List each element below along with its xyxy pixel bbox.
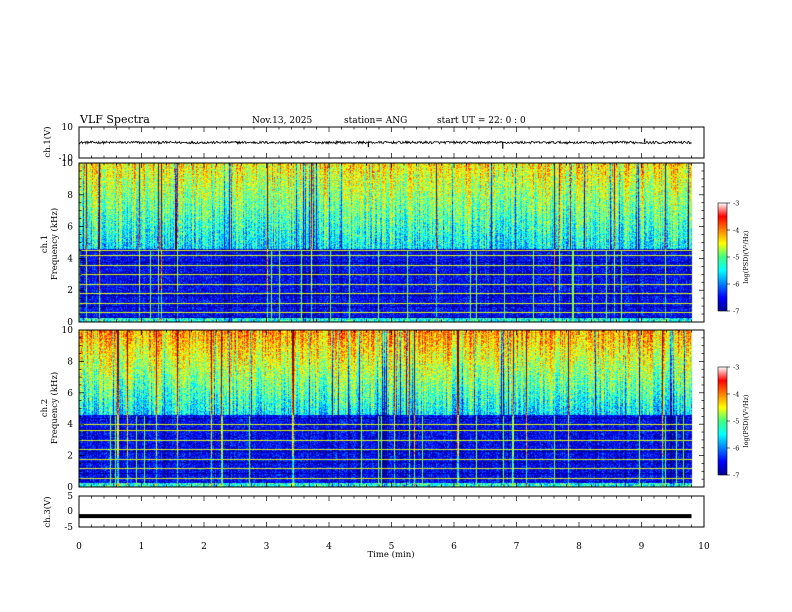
ch1-colorbar-label: log(PSD)(V²/Hz) [742,230,750,283]
ch2-spectrogram-ytick-label: 0 [67,483,73,493]
ch1-ytick-bottom: -10 [59,154,74,164]
ch2-colorbar-ticks: -3 -4 -5 -6 -7 [727,364,739,480]
ch2-colorbar-tick-label: -3 [733,364,739,372]
time-axis-tick-label: 10 [698,542,710,552]
ch2-spectrogram-ylabel-freq: Frequency (kHz) [49,372,60,444]
figure-title: VLF Spectra [79,113,150,126]
ch1-spectrogram-ylabel-freq: Frequency (kHz) [49,208,60,280]
time-axis-tick-label: 1 [139,542,145,552]
time-axis-tick-label: 8 [576,542,582,552]
ch1-spectrogram-ytick-label: 0 [67,318,73,328]
ch1-spectrogram-ytick-label: 4 [67,254,73,264]
ch2-spectrogram-ytick-label: 2 [67,452,73,462]
header-start-time: start UT = 22: 0 : 0 [437,116,526,126]
ch1-colorbar-tick-label: -6 [733,281,739,289]
ch1-colorbar-tick-label: -5 [733,254,739,262]
time-axis-tick-label: 4 [326,542,332,552]
time-axis-tick-label: 3 [264,542,270,552]
ch3-waveform-ticks [78,496,705,527]
time-axis-tick-label: 2 [201,542,207,552]
ch2-colorbar [717,366,728,476]
ch2-colorbar-label: log(PSD)(V²/Hz) [742,394,750,447]
ch2-spectrogram-ytick-label: 8 [67,357,73,367]
ch1-spectrogram-ytick-label: 8 [67,191,73,201]
ch2-spectrogram-ytick-label: 6 [67,389,73,399]
ch1-waveform-ticks [78,127,705,158]
ch3-waveform-frame [78,495,705,528]
ch2-spectrogram-ylabel-channel: ch.2 [40,399,50,417]
ch1-colorbar-tick-label: -7 [733,308,739,316]
ch1-spectrogram-yticks: 0 2 4 6 8 10 [62,159,704,328]
ch1-waveform-trace [78,139,692,146]
ch2-spectrogram-canvas-holder [79,330,704,487]
ch3-waveform-ylabel: ch.3(V) [42,496,53,527]
ch2-colorbar-tick-label: -5 [733,418,739,426]
ch1-colorbar-tick-label: -4 [733,227,739,235]
ch2-spectrogram-ytick-label: 10 [62,326,74,336]
ch1-spectrogram-canvas-holder [79,163,704,322]
ch1-spectrogram-xticks [78,163,705,322]
ch3-ytick-top: 5 [67,492,73,502]
ch1-spectrogram-ytick-label: 10 [62,159,74,169]
ch1-spectrogram-ylabel-channel: ch.1 [40,235,50,253]
time-axis-tick-label: 7 [514,542,520,552]
ch2-spectrogram-ytick-label: 4 [67,420,73,430]
ch2-colorbar-tick-label: -4 [733,391,739,399]
ch3-ytick-bottom: -5 [64,523,73,533]
ch2-spectrogram-xticks [78,330,705,487]
ch1-colorbar-tick-label: -3 [733,200,739,208]
time-axis-tick-label: 0 [76,542,82,552]
time-axis-tick-label: 5 [389,542,395,552]
ch1-waveform-panel: 10 -10 ch.1(V) [42,123,705,164]
ch1-colorbar [717,202,728,312]
time-axis-tick-label: 6 [451,542,457,552]
time-axis-tick-labels: 0 1 2 3 4 5 6 7 8 9 10 [76,542,710,552]
time-axis-label: Time (min) [367,549,414,560]
ch1-spectrogram-ytick-label: 6 [67,223,73,233]
header-station: station= ANG [344,116,407,126]
ch2-spectrogram-yticks: 0 2 4 6 8 10 [62,326,704,493]
ch2-colorbar-tick-label: -6 [733,445,739,453]
ch1-ytick-top: 10 [62,123,74,133]
ch3-ytick-middle: 0 [67,507,73,517]
ch1-colorbar-ticks: -3 -4 -5 -6 -7 [727,200,739,316]
time-axis-tick-label: 9 [639,542,645,552]
ch3-waveform-panel: 5 0 -5 ch.3(V) [42,492,705,533]
ch2-colorbar-tick-label: -7 [733,472,739,480]
header-date: Nov.13, 2025 [252,116,313,126]
ch1-spectrogram-ytick-label: 2 [67,286,73,296]
ch1-waveform-ylabel: ch.1(V) [42,126,53,157]
